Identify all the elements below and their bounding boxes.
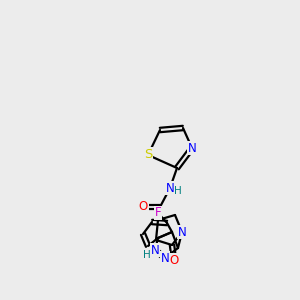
Text: F: F (155, 206, 161, 220)
Text: S: S (144, 148, 152, 161)
Text: O: O (138, 200, 148, 214)
Text: H: H (143, 250, 151, 260)
Text: N: N (188, 142, 196, 154)
Text: N: N (151, 244, 159, 256)
Text: N: N (178, 226, 186, 238)
Text: N: N (166, 182, 174, 194)
Text: H: H (174, 186, 182, 196)
Text: O: O (169, 254, 178, 266)
Text: N: N (160, 251, 169, 265)
